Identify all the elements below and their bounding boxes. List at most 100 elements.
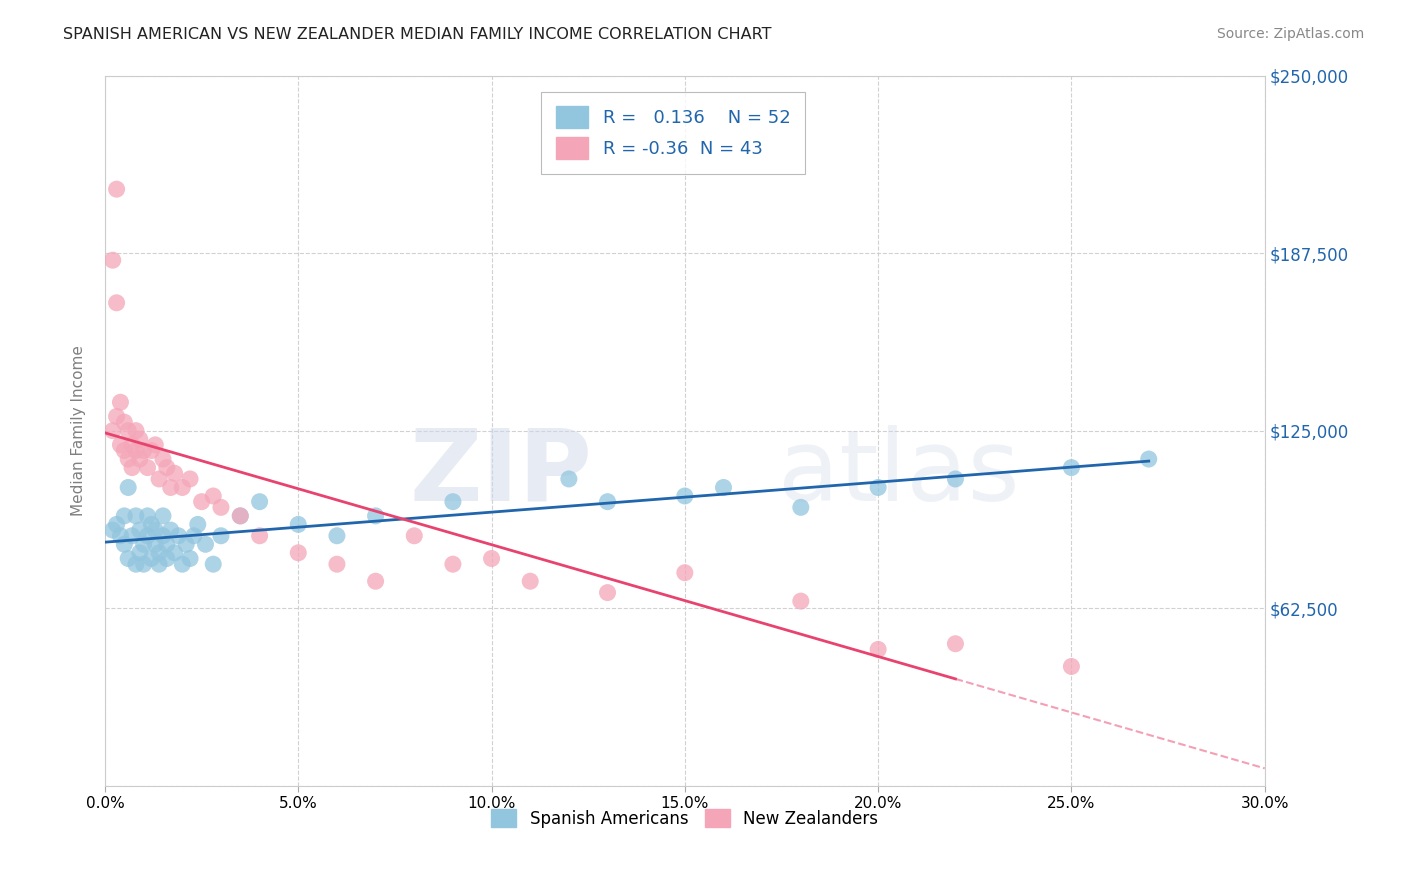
- Point: [117, 452, 139, 467]
- Point: [187, 517, 209, 532]
- Point: [141, 551, 163, 566]
- Point: [673, 489, 696, 503]
- Point: [441, 494, 464, 508]
- Point: [209, 529, 232, 543]
- Point: [945, 472, 967, 486]
- Point: [167, 529, 190, 543]
- Point: [152, 452, 174, 467]
- Point: [404, 529, 426, 543]
- Point: [287, 546, 309, 560]
- Point: [326, 529, 349, 543]
- Text: ZIP: ZIP: [409, 425, 592, 522]
- Point: [249, 494, 271, 508]
- Point: [125, 557, 148, 571]
- Point: [163, 467, 186, 481]
- Point: [868, 642, 890, 657]
- Point: [159, 480, 181, 494]
- Point: [125, 443, 148, 458]
- Point: [1137, 452, 1160, 467]
- Point: [117, 551, 139, 566]
- Point: [558, 472, 581, 486]
- Point: [141, 443, 163, 458]
- Point: [1060, 460, 1083, 475]
- Point: [125, 508, 148, 523]
- Point: [229, 508, 252, 523]
- Point: [143, 438, 166, 452]
- Point: [156, 551, 179, 566]
- Point: [117, 424, 139, 438]
- Point: [112, 443, 135, 458]
- Point: [868, 480, 890, 494]
- Point: [101, 523, 124, 537]
- Point: [136, 460, 159, 475]
- Point: [481, 551, 503, 566]
- Point: [713, 480, 735, 494]
- Point: [101, 253, 124, 268]
- Point: [249, 529, 271, 543]
- Point: [1060, 659, 1083, 673]
- Text: SPANISH AMERICAN VS NEW ZEALANDER MEDIAN FAMILY INCOME CORRELATION CHART: SPANISH AMERICAN VS NEW ZEALANDER MEDIAN…: [63, 27, 772, 42]
- Point: [326, 557, 349, 571]
- Point: [132, 443, 155, 458]
- Point: [110, 438, 132, 452]
- Point: [121, 460, 143, 475]
- Point: [596, 494, 619, 508]
- Point: [105, 409, 128, 424]
- Point: [202, 557, 225, 571]
- Point: [194, 537, 217, 551]
- Point: [152, 529, 174, 543]
- Text: atlas: atlas: [778, 425, 1019, 522]
- Text: Source: ZipAtlas.com: Source: ZipAtlas.com: [1216, 27, 1364, 41]
- Y-axis label: Median Family Income: Median Family Income: [72, 345, 86, 516]
- Point: [105, 517, 128, 532]
- Point: [364, 508, 387, 523]
- Point: [179, 551, 201, 566]
- Point: [132, 557, 155, 571]
- Point: [112, 537, 135, 551]
- Point: [132, 537, 155, 551]
- Point: [121, 529, 143, 543]
- Point: [136, 508, 159, 523]
- Point: [148, 557, 170, 571]
- Point: [141, 517, 163, 532]
- Point: [174, 537, 197, 551]
- Point: [128, 546, 150, 560]
- Point: [143, 537, 166, 551]
- Legend: Spanish Americans, New Zealanders: Spanish Americans, New Zealanders: [485, 803, 884, 834]
- Point: [287, 517, 309, 532]
- Point: [183, 529, 205, 543]
- Point: [364, 574, 387, 589]
- Point: [110, 395, 132, 409]
- Point: [172, 480, 194, 494]
- Point: [179, 472, 201, 486]
- Point: [163, 546, 186, 560]
- Point: [148, 472, 170, 486]
- Point: [128, 432, 150, 446]
- Point: [596, 585, 619, 599]
- Point: [125, 424, 148, 438]
- Point: [790, 594, 813, 608]
- Point: [209, 500, 232, 515]
- Point: [105, 295, 128, 310]
- Point: [441, 557, 464, 571]
- Point: [128, 523, 150, 537]
- Point: [105, 182, 128, 196]
- Point: [156, 460, 179, 475]
- Point: [229, 508, 252, 523]
- Point: [945, 637, 967, 651]
- Point: [152, 508, 174, 523]
- Point: [159, 523, 181, 537]
- Point: [519, 574, 541, 589]
- Point: [790, 500, 813, 515]
- Point: [143, 523, 166, 537]
- Point: [101, 424, 124, 438]
- Point: [202, 489, 225, 503]
- Point: [190, 494, 212, 508]
- Point: [172, 557, 194, 571]
- Point: [112, 508, 135, 523]
- Point: [136, 529, 159, 543]
- Point: [117, 480, 139, 494]
- Point: [110, 529, 132, 543]
- Point: [673, 566, 696, 580]
- Point: [156, 537, 179, 551]
